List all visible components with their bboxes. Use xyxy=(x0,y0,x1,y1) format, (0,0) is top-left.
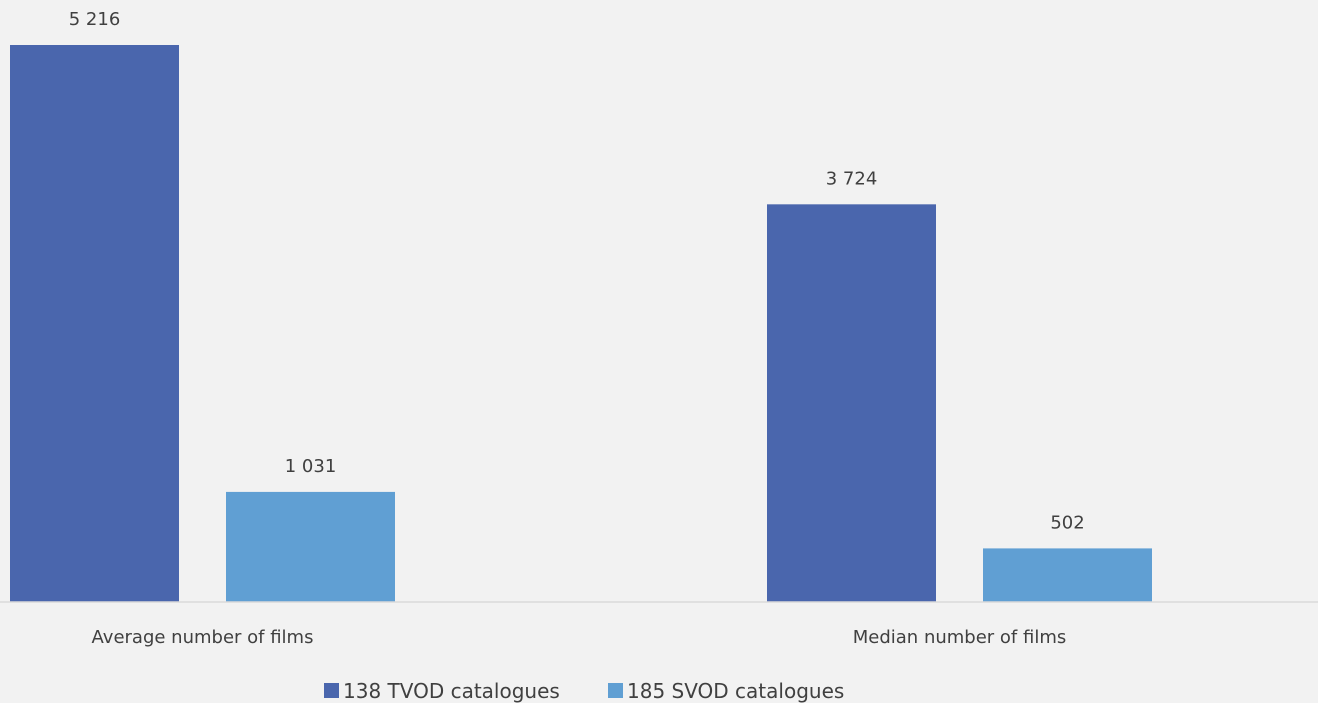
category-labels: Average number of films Median number of … xyxy=(92,627,1067,648)
bar-tvod-0 xyxy=(10,45,179,602)
bar-svod-1 xyxy=(983,548,1152,602)
bars xyxy=(10,45,1152,602)
data-label: 3 724 xyxy=(826,168,878,189)
data-label: 5 216 xyxy=(69,9,121,30)
category-label: Median number of films xyxy=(853,627,1067,648)
legend-swatch xyxy=(324,683,339,698)
bar-tvod-1 xyxy=(767,204,936,602)
category-label: Average number of films xyxy=(92,627,314,648)
legend-label: 138 TVOD catalogues xyxy=(343,679,560,703)
data-labels: 5 216 1 031 3 724 502 xyxy=(69,9,1085,533)
data-label: 502 xyxy=(1050,512,1084,533)
legend-label: 185 SVOD catalogues xyxy=(627,679,844,703)
data-label: 1 031 xyxy=(285,456,337,477)
bar-svod-0 xyxy=(226,491,395,602)
legend-swatch xyxy=(608,683,623,698)
legend: 138 TVOD catalogues 185 SVOD catalogues xyxy=(324,679,844,703)
